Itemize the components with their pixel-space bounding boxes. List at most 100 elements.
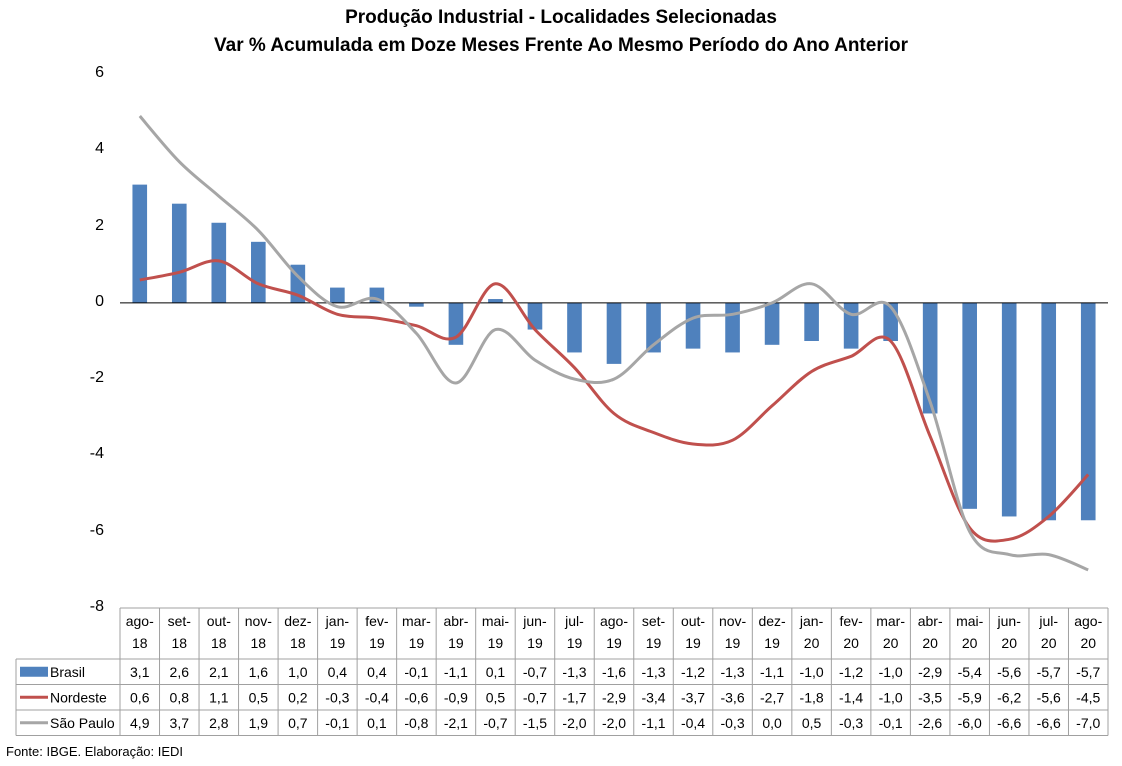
data-value-label: -5,6 <box>1037 689 1061 705</box>
data-value-label: -1,8 <box>800 689 824 705</box>
data-value-label: -0,3 <box>325 689 349 705</box>
x-tick-label: 18 <box>251 635 267 651</box>
bar-brasil <box>251 241 266 303</box>
x-tick-label: 20 <box>804 635 820 651</box>
x-tick-label: 19 <box>646 635 662 651</box>
data-value-label: -3,7 <box>681 689 705 705</box>
data-value-label: -5,6 <box>997 664 1021 680</box>
x-tick-label: out- <box>207 613 231 629</box>
data-value-label: 0,2 <box>288 689 308 705</box>
data-value-label: -1,3 <box>720 664 744 680</box>
chart-subtitle: Var % Acumulada em Doze Meses Frente Ao … <box>214 35 908 56</box>
x-tick-label: nov- <box>245 613 273 629</box>
data-value-label: -2,9 <box>918 664 942 680</box>
data-value-label: -2,1 <box>444 715 468 731</box>
data-value-label: -0,1 <box>325 715 349 731</box>
data-value-label: 2,1 <box>209 664 229 680</box>
bar-brasil <box>843 302 859 349</box>
data-value-label: 3,1 <box>130 664 150 680</box>
y-tick-label: -2 <box>89 369 104 387</box>
data-value-label: -0,3 <box>839 715 863 731</box>
data-value-label: -3,4 <box>641 689 665 705</box>
x-tick-label: jan- <box>325 613 350 629</box>
x-tick-label: set- <box>642 613 666 629</box>
data-value-label: -0,9 <box>444 689 468 705</box>
data-value-label: 0,5 <box>486 689 506 705</box>
x-tick-label: nov- <box>719 613 747 629</box>
data-value-label: 1,6 <box>249 664 269 680</box>
data-value-label: -6,6 <box>997 715 1021 731</box>
data-value-label: -0,7 <box>483 715 507 731</box>
data-value-label: -1,1 <box>444 664 468 680</box>
bar-brasil <box>211 222 227 303</box>
x-tick-label: dez- <box>758 613 786 629</box>
x-tick-label: fev- <box>839 613 863 629</box>
bar-brasil <box>330 287 345 303</box>
data-value-label: -1,7 <box>562 689 586 705</box>
data-value-label: -2,9 <box>602 689 626 705</box>
bar-brasil <box>685 302 701 349</box>
x-tick-label: 19 <box>764 635 780 651</box>
x-tick-label: jan- <box>799 613 824 629</box>
data-value-label: -4,5 <box>1076 689 1100 705</box>
x-tick-label: 19 <box>448 635 464 651</box>
data-value-label: -5,9 <box>958 689 982 705</box>
data-value-label: 0,8 <box>170 689 190 705</box>
x-tick-label: abr- <box>443 613 468 629</box>
data-value-label: 0,1 <box>486 664 506 680</box>
data-value-label: -1,2 <box>681 664 705 680</box>
bar-brasil <box>962 302 977 509</box>
data-value-label: -1,3 <box>562 664 586 680</box>
chart-area: ago- 18 set- 18 out- 18 nov- 18 dez- 18 jan- 19 fev-… <box>15 115 1109 736</box>
x-tick-label: jul- <box>1038 613 1058 629</box>
data-value-label: -0,7 <box>523 689 547 705</box>
data-value-label: -1,1 <box>760 664 784 680</box>
data-value-label: 0,0 <box>762 715 782 731</box>
x-tick-label: 19 <box>527 635 543 651</box>
x-tick-label: 20 <box>1080 635 1096 651</box>
x-tick-label: dez- <box>284 613 312 629</box>
x-tick-label: jun- <box>997 613 1022 629</box>
bar-brasil <box>922 302 938 414</box>
data-value-label: 2,6 <box>170 664 190 680</box>
data-value-label: 0,1 <box>367 715 387 731</box>
x-tick-label: 19 <box>330 635 346 651</box>
data-value-label: -1,5 <box>523 715 547 731</box>
x-tick-label: 19 <box>369 635 385 651</box>
data-value-label: -0,4 <box>365 689 389 705</box>
data-value-label: -6,6 <box>1037 715 1061 731</box>
x-tick-label: jun- <box>522 613 547 629</box>
data-value-label: 0,6 <box>130 689 150 705</box>
x-tick-label: 20 <box>883 635 899 651</box>
x-tick-label: 20 <box>962 635 978 651</box>
data-value-label: -5,7 <box>1037 664 1061 680</box>
data-value-label: 0,4 <box>328 664 348 680</box>
y-tick-label: 2 <box>95 216 104 234</box>
data-value-label: -7,0 <box>1076 715 1100 731</box>
data-value-label: -0,8 <box>404 715 428 731</box>
data-value-label: -2,6 <box>918 715 942 731</box>
x-tick-label: 19 <box>685 635 701 651</box>
data-value-label: -0,7 <box>523 664 547 680</box>
x-tick-label: 20 <box>1001 635 1017 651</box>
legend-label: São Paulo <box>50 715 115 731</box>
x-tick-label: ago- <box>1074 613 1102 629</box>
y-tick-label: 6 <box>95 64 104 81</box>
data-value-label: -6,2 <box>997 689 1021 705</box>
x-tick-label: 19 <box>606 635 622 651</box>
line-nordeste <box>139 259 1090 543</box>
data-value-label: 1,0 <box>288 664 308 680</box>
data-value-label: 0,4 <box>367 664 387 680</box>
y-tick-label: 4 <box>95 140 104 158</box>
bar-brasil <box>409 302 424 307</box>
x-tick-label: mar- <box>402 613 431 629</box>
x-tick-label: 18 <box>171 635 187 651</box>
x-tick-label: 19 <box>488 635 504 651</box>
data-value-label: -0,1 <box>879 715 903 731</box>
x-tick-label: abr- <box>918 613 943 629</box>
x-tick-label: 20 <box>922 635 938 651</box>
x-tick-label: jul- <box>564 613 584 629</box>
x-tick-label: mai- <box>482 613 510 629</box>
data-value-label: 4,9 <box>130 715 150 731</box>
x-tick-label: 19 <box>725 635 741 651</box>
